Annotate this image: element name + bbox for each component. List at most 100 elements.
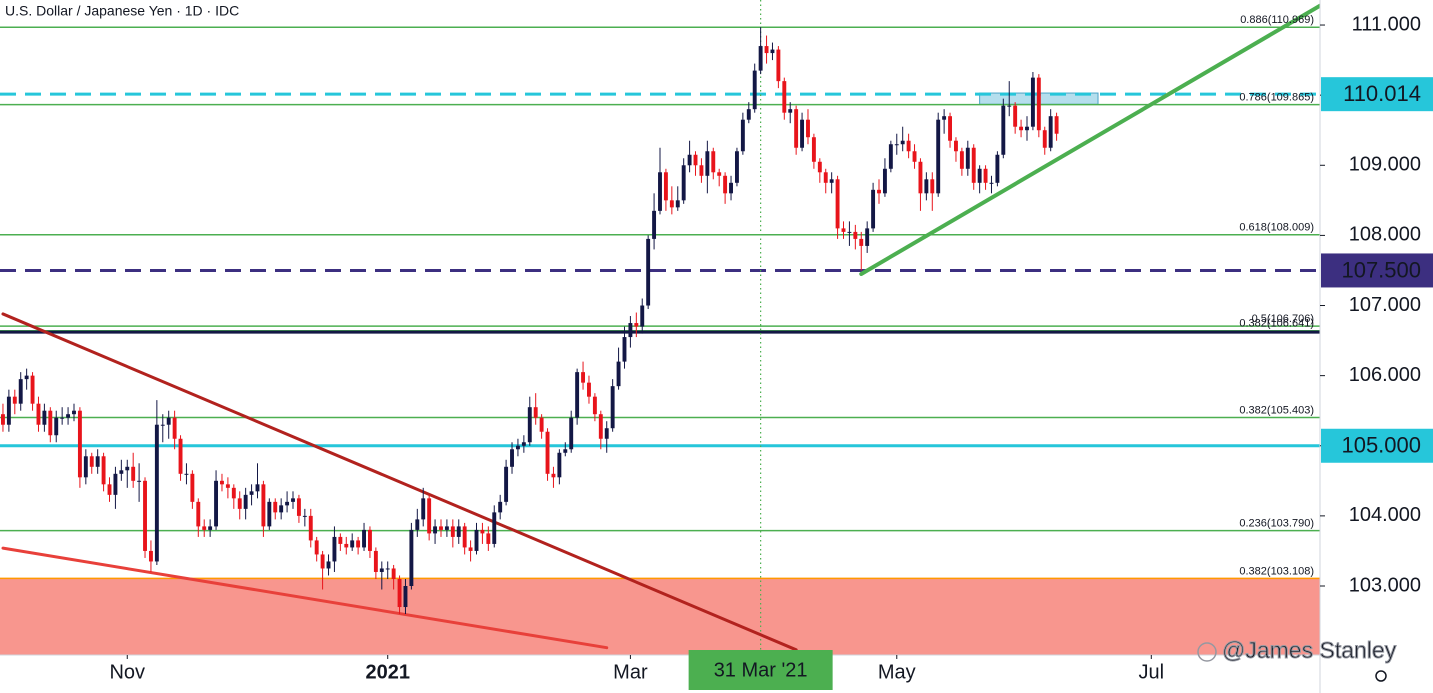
candle-body: [918, 161, 923, 194]
candle-body: [575, 372, 580, 418]
candle-body: [628, 323, 633, 338]
candle-body: [847, 231, 852, 233]
candle-body: [237, 498, 242, 509]
candle-body: [752, 70, 757, 110]
candle-body: [427, 498, 432, 534]
candle-body: [699, 165, 704, 176]
candle-body: [415, 519, 420, 530]
candle-body: [871, 189, 876, 229]
candle-body: [948, 116, 952, 141]
price-tag-label: 105.000: [1341, 433, 1421, 458]
candle-body: [835, 179, 840, 229]
price-tag-label: 107.500: [1341, 257, 1421, 282]
candle-body: [474, 529, 479, 551]
candle-body: [190, 473, 195, 502]
candle-body: [362, 529, 366, 548]
candle-body: [794, 109, 799, 148]
candle-body: [681, 165, 686, 201]
candle-body: [817, 161, 822, 173]
candle-body: [60, 417, 65, 419]
candle-body: [196, 501, 201, 527]
candle-body: [220, 480, 224, 485]
candle-body: [1013, 105, 1018, 127]
x-tick-label: May: [878, 661, 916, 683]
candle-body: [54, 417, 59, 436]
candle-body: [729, 182, 733, 194]
candle-body: [954, 140, 958, 152]
fib-label: 0.618(108.009): [1239, 222, 1314, 234]
candle-body: [658, 172, 662, 211]
candle-body: [137, 480, 142, 482]
candle-body: [705, 151, 710, 176]
candle-body: [468, 547, 473, 551]
candle-body: [616, 361, 621, 387]
candle-body: [669, 200, 674, 208]
candle-body: [296, 498, 301, 516]
support-zone: [0, 578, 1320, 655]
candle-body: [687, 154, 692, 166]
candle-body: [12, 396, 17, 404]
fib-label: 0.5(106.706): [1252, 313, 1314, 325]
candle-body: [320, 554, 325, 569]
candle-body: [444, 526, 449, 530]
candle-body: [557, 452, 562, 478]
candle-body: [368, 529, 372, 551]
crosshair-tag: [688, 650, 833, 690]
candle-body: [30, 375, 35, 404]
chart-title: U.S. Dollar / Japanese Yen · 1D · IDC: [5, 3, 239, 19]
candle-body: [66, 414, 71, 418]
candle-body: [154, 424, 159, 562]
candle-body: [734, 151, 739, 183]
candle-body: [403, 586, 408, 608]
candle-body: [172, 417, 177, 439]
candle-body: [723, 175, 728, 194]
candle-body: [350, 540, 355, 548]
candle-body: [598, 414, 603, 439]
candle-body: [433, 526, 438, 534]
candle-body: [18, 379, 23, 404]
candle-body: [811, 137, 816, 162]
price-tag: [1321, 253, 1433, 288]
candle-body: [746, 109, 751, 120]
candle-body: [823, 172, 828, 183]
candle-body: [859, 238, 864, 246]
candle-body: [225, 484, 230, 488]
candle-body: [652, 210, 657, 239]
candle-body: [113, 473, 118, 495]
x-tick-label: 2021: [365, 661, 410, 683]
candle-body: [385, 568, 390, 570]
watermark-icon: [1197, 642, 1217, 662]
trendline: [1, 546, 609, 650]
fib-label: 0.786(109.865): [1239, 92, 1314, 104]
candle-body: [148, 550, 153, 562]
candle-body: [841, 228, 846, 232]
y-tick-label: 109.000: [1349, 154, 1421, 176]
candle-body: [1042, 130, 1047, 148]
candle-body: [72, 410, 76, 415]
candle-body: [569, 417, 574, 450]
candle-body: [279, 505, 284, 513]
candle-body: [202, 526, 207, 530]
settings-icon[interactable]: [1375, 670, 1387, 682]
candle-body: [965, 147, 970, 169]
candle-body: [391, 568, 396, 579]
candle-body: [906, 140, 911, 152]
candle-body: [1019, 126, 1024, 131]
candle-body: [776, 49, 781, 82]
candle-body: [995, 154, 1000, 183]
candle-body: [379, 568, 384, 572]
candle-body: [711, 151, 716, 173]
candle-body: [308, 515, 313, 541]
candle-body: [971, 147, 976, 183]
candle-body: [214, 480, 219, 527]
candle-body: [1036, 77, 1041, 131]
candle-body: [545, 431, 550, 474]
candle-body: [326, 561, 331, 569]
watermark: @James Stanley: [1222, 637, 1397, 663]
settings-icon-circle[interactable]: [1375, 670, 1387, 682]
candle-body: [610, 386, 615, 429]
y-tick-label: 106.000: [1349, 364, 1421, 386]
